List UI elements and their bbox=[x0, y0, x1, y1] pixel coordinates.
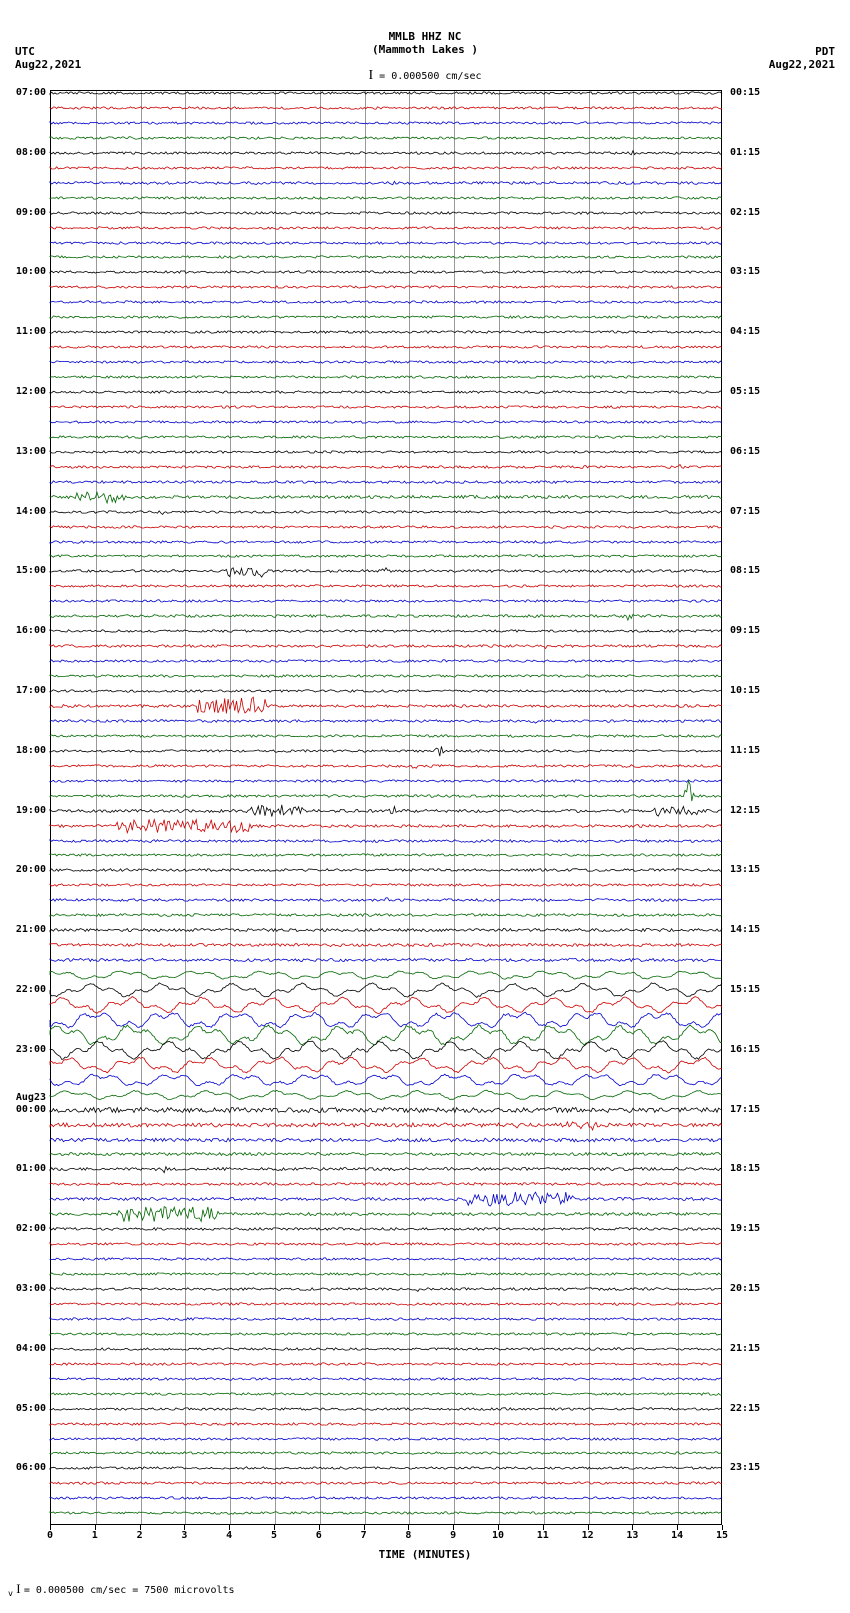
date-marker: Aug23 bbox=[6, 1092, 46, 1103]
local-time-label: 21:15 bbox=[730, 1343, 780, 1354]
utc-time-label: 22:00 bbox=[6, 984, 46, 995]
utc-time-label: 04:00 bbox=[6, 1343, 46, 1354]
local-time-label: 08:15 bbox=[730, 565, 780, 576]
local-time-label: 15:15 bbox=[730, 984, 780, 995]
local-time-label: 18:15 bbox=[730, 1163, 780, 1174]
utc-time-label: 06:00 bbox=[6, 1462, 46, 1473]
utc-time-label: 03:00 bbox=[6, 1283, 46, 1294]
utc-time-label: 11:00 bbox=[6, 326, 46, 337]
x-tick: 5 bbox=[259, 1530, 289, 1541]
x-tick: 14 bbox=[662, 1530, 692, 1541]
seismic-trace bbox=[50, 1493, 722, 1533]
local-time-label: 22:15 bbox=[730, 1403, 780, 1414]
local-time-label: 13:15 bbox=[730, 864, 780, 875]
x-tick: 3 bbox=[169, 1530, 199, 1541]
local-time-label: 01:15 bbox=[730, 147, 780, 158]
local-time-label: 12:15 bbox=[730, 805, 780, 816]
utc-time-label: 12:00 bbox=[6, 386, 46, 397]
utc-time-label: 10:00 bbox=[6, 266, 46, 277]
local-time-label: 17:15 bbox=[730, 1104, 780, 1115]
utc-time-label: 17:00 bbox=[6, 685, 46, 696]
local-time-label: 11:15 bbox=[730, 745, 780, 756]
utc-time-label: 02:00 bbox=[6, 1223, 46, 1234]
local-time-label: 06:15 bbox=[730, 446, 780, 457]
utc-time-label: 23:00 bbox=[6, 1044, 46, 1055]
x-tick: 0 bbox=[35, 1530, 65, 1541]
utc-time-label: 05:00 bbox=[6, 1403, 46, 1414]
local-time-label: 05:15 bbox=[730, 386, 780, 397]
tz-right-label: PDT bbox=[815, 45, 835, 58]
footer-scale: v I = 0.000500 cm/sec = 7500 microvolts bbox=[8, 1581, 235, 1598]
local-time-label: 14:15 bbox=[730, 924, 780, 935]
local-time-label: 04:15 bbox=[730, 326, 780, 337]
utc-time-label: 07:00 bbox=[6, 87, 46, 98]
local-time-label: 00:15 bbox=[730, 87, 780, 98]
utc-time-label: 19:00 bbox=[6, 805, 46, 816]
local-time-label: 10:15 bbox=[730, 685, 780, 696]
x-tick: 15 bbox=[707, 1530, 737, 1541]
utc-time-label: 00:00 bbox=[6, 1104, 46, 1115]
x-tick: 12 bbox=[573, 1530, 603, 1541]
tz-left-label: UTC bbox=[15, 45, 35, 58]
utc-time-label: 14:00 bbox=[6, 506, 46, 517]
station-id: MMLB HHZ NC bbox=[0, 30, 850, 43]
x-axis-label: TIME (MINUTES) bbox=[0, 1548, 850, 1561]
x-tick: 2 bbox=[125, 1530, 155, 1541]
x-tick: 9 bbox=[438, 1530, 468, 1541]
local-time-label: 03:15 bbox=[730, 266, 780, 277]
utc-time-label: 21:00 bbox=[6, 924, 46, 935]
utc-time-label: 18:00 bbox=[6, 745, 46, 756]
local-time-label: 19:15 bbox=[730, 1223, 780, 1234]
utc-time-label: 13:00 bbox=[6, 446, 46, 457]
local-time-label: 09:15 bbox=[730, 625, 780, 636]
x-tick: 8 bbox=[393, 1530, 423, 1541]
x-tick: 1 bbox=[80, 1530, 110, 1541]
local-time-label: 16:15 bbox=[730, 1044, 780, 1055]
x-tick: 13 bbox=[617, 1530, 647, 1541]
utc-time-label: 09:00 bbox=[6, 207, 46, 218]
utc-time-label: 01:00 bbox=[6, 1163, 46, 1174]
local-time-label: 20:15 bbox=[730, 1283, 780, 1294]
x-tick: 11 bbox=[528, 1530, 558, 1541]
seismogram-container: MMLB HHZ NC (Mammoth Lakes ) I = 0.00050… bbox=[0, 0, 850, 1613]
station-location: (Mammoth Lakes ) bbox=[0, 43, 850, 56]
x-tick: 4 bbox=[214, 1530, 244, 1541]
utc-time-label: 16:00 bbox=[6, 625, 46, 636]
utc-time-label: 08:00 bbox=[6, 147, 46, 158]
local-time-label: 02:15 bbox=[730, 207, 780, 218]
x-tick: 6 bbox=[304, 1530, 334, 1541]
date-right-label: Aug22,2021 bbox=[769, 58, 835, 71]
x-tick: 10 bbox=[483, 1530, 513, 1541]
local-time-label: 07:15 bbox=[730, 506, 780, 517]
utc-time-label: 15:00 bbox=[6, 565, 46, 576]
x-tick: 7 bbox=[349, 1530, 379, 1541]
utc-time-label: 20:00 bbox=[6, 864, 46, 875]
local-time-label: 23:15 bbox=[730, 1462, 780, 1473]
date-left-label: Aug22,2021 bbox=[15, 58, 81, 71]
